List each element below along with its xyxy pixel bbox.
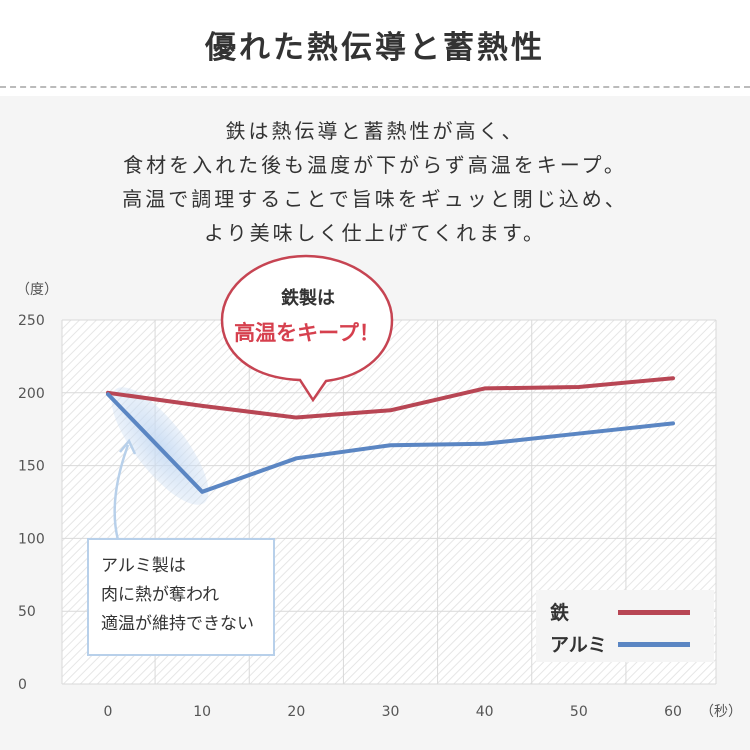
legend-swatch-aluminum [618, 642, 690, 647]
note-line: アルミ製は [101, 556, 186, 576]
x-tick-label: 20 [287, 704, 305, 720]
y-tick-label: 0 [18, 677, 27, 693]
legend-swatch-iron [618, 610, 690, 615]
x-tick-label: 60 [664, 704, 682, 720]
x-tick-label: 0 [104, 704, 113, 720]
description: 鉄は熱伝導と蓄熱性が高く、 食材を入れた後も温度が下がらず高温をキープ。 高温で… [0, 114, 750, 250]
legend-label-aluminum: アルミ [550, 634, 607, 656]
x-ticks: 0 10 20 30 40 50 60 [104, 704, 682, 720]
callout-shape [220, 254, 394, 403]
series-line-iron [106, 376, 675, 420]
description-line: 高温で調理することで旨味をギュッと閉じ込め、 [122, 187, 628, 211]
description-line: 鉄は熱伝導と蓄熱性が高く、 [225, 119, 525, 143]
y-tick-label: 250 [18, 313, 45, 329]
y-axis-label: （度） [16, 282, 58, 298]
y-tick-label: 200 [18, 386, 45, 402]
series-layer [106, 376, 675, 494]
y-ticks: 0 50 100 150 200 250 [18, 313, 45, 693]
legend-label-iron: 鉄 [550, 602, 570, 624]
description-line: より美味しく仕上げてくれます。 [204, 221, 546, 245]
legend: 鉄 アルミ [536, 590, 714, 662]
aluminum-note: アルミ製は 肉に熱が奪われ 適温が維持できない [87, 538, 275, 656]
series-line-aluminum [106, 392, 675, 494]
x-tick-label: 10 [193, 704, 211, 720]
note-line: 適温が維持できない [101, 614, 254, 634]
note-arrowhead [119, 438, 137, 455]
callout-line2: 高温をキープ！ [234, 321, 380, 345]
note-line: 肉に熱が奪われ [101, 585, 220, 605]
x-tick-label: 30 [382, 704, 400, 720]
page-title: 優れた熱伝導と蓄熱性 [205, 30, 545, 66]
y-tick-label: 150 [18, 459, 45, 475]
x-tick-label: 50 [570, 704, 588, 720]
y-tick-label: 100 [18, 531, 45, 547]
header-divider [0, 86, 750, 88]
description-line: 食材を入れた後も温度が下がらず高温をキープ。 [123, 153, 627, 177]
x-tick-label: 40 [476, 704, 494, 720]
note-arrow [113, 444, 130, 541]
callout-bubble: 鉄製は 高温をキープ！ [220, 254, 394, 403]
x-axis-label: （秒） [700, 704, 742, 720]
callout-line1: 鉄製は [281, 287, 335, 309]
y-tick-label: 50 [18, 604, 36, 620]
header: 優れた熱伝導と蓄熱性 [0, 0, 750, 88]
